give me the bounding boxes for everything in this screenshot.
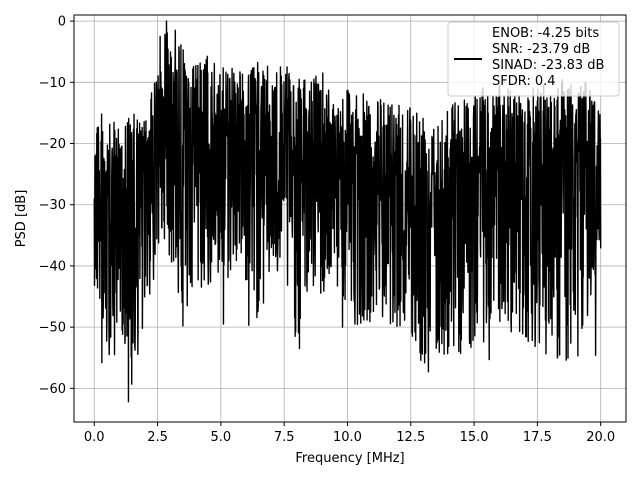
x-tick-label: 17.5	[523, 430, 552, 445]
x-tick-label: 0.0	[84, 430, 105, 445]
axis-ticks: 0.0 2.5 5.0 7.5 10.0 12.5 15.0 17.5 20.0 0 −10 −20 −…	[39, 15, 616, 445]
legend-entry-snr: SNR: -23.79 dB	[492, 42, 590, 57]
legend-box	[447, 21, 620, 97]
psd-trace	[93, 20, 602, 403]
legend-entry-sinad: SINAD: -23.83 dB	[492, 58, 604, 73]
y-tick-label: −60	[39, 382, 66, 397]
x-tick-label: 10.0	[333, 430, 362, 445]
legend-entry-enob: ENOB: -4.25 bits	[492, 26, 599, 41]
x-axis-label: Frequency [MHz]	[295, 451, 404, 466]
x-tick-label: 15.0	[460, 430, 489, 445]
y-tick-label: 0	[58, 15, 66, 30]
legend-entry-sfdr: SFDR: 0.4	[492, 74, 556, 89]
legend: ENOB: -4.25 bits SNR: -23.79 dB SINAD: -…	[447, 21, 620, 97]
x-tick-label: 7.5	[274, 430, 295, 445]
series-psd	[93, 20, 602, 403]
x-tick-label: 2.5	[147, 430, 168, 445]
y-tick-label: −40	[39, 259, 66, 274]
x-tick-label: 20.0	[586, 430, 615, 445]
y-axis-label: PSD [dB]	[14, 190, 29, 248]
y-tick-label: −30	[39, 198, 66, 213]
x-tick-label: 12.5	[396, 430, 425, 445]
y-tick-label: −50	[39, 321, 66, 336]
y-tick-label: −10	[39, 76, 66, 91]
y-tick-label: −20	[39, 137, 66, 152]
plot-frame	[73, 14, 627, 423]
x-tick-label: 5.0	[211, 430, 232, 445]
